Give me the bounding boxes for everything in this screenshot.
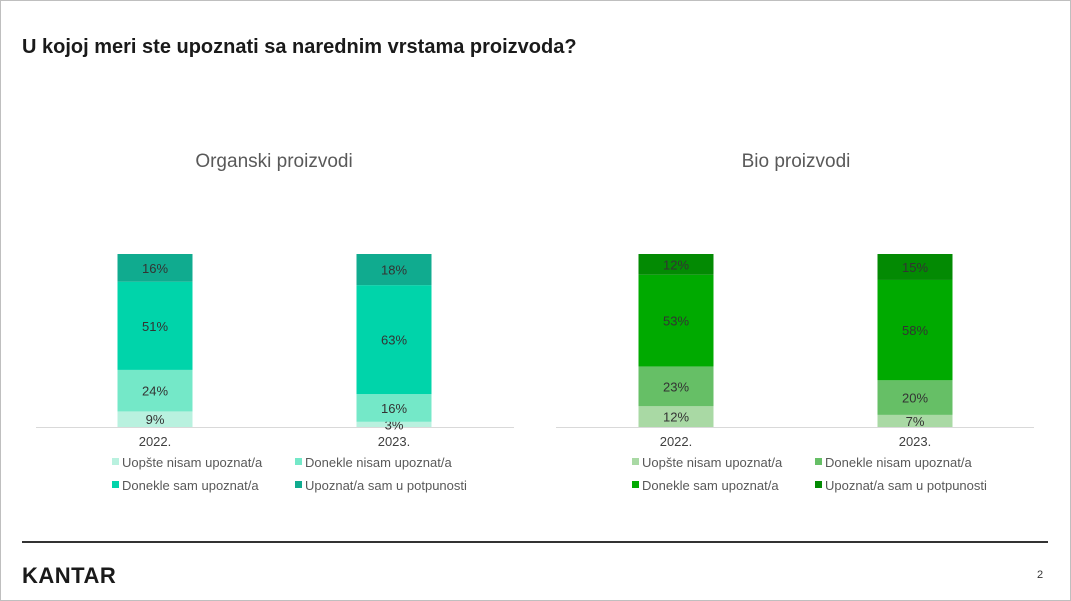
chart-1-data-label: 16% xyxy=(381,401,407,416)
chart-1-bar-1-segment-4 xyxy=(117,254,193,282)
chart-2-data-label: 53% xyxy=(663,314,689,329)
chart-2-legend-label-2: Donekle nisam upoznat/a xyxy=(825,455,972,470)
chart-2-tick-label: 2022. xyxy=(660,434,693,449)
chart-2-legend-label-1: Uopšte nisam upoznat/a xyxy=(642,455,783,470)
chart-1-data-label: 9% xyxy=(146,412,165,427)
page-title: U kojoj meri ste upoznati sa narednim vr… xyxy=(22,36,577,58)
chart-1-bar-2-segment-4 xyxy=(356,254,432,286)
chart-2-bar-1-segment-2 xyxy=(638,366,714,407)
chart-1-data-label: 18% xyxy=(381,263,407,278)
chart-1-legend-label-1: Uopšte nisam upoznat/a xyxy=(122,455,263,470)
chart-1-data-label: 24% xyxy=(142,384,168,399)
chart-1-legend-swatch-3 xyxy=(112,481,119,488)
chart-2-data-label: 12% xyxy=(663,410,689,425)
chart-2-data-label: 23% xyxy=(663,379,689,394)
chart-2-bar-1-segment-1 xyxy=(638,406,714,427)
footer-divider xyxy=(22,541,1048,543)
chart-2-bar-2-segment-1 xyxy=(877,414,953,427)
chart-2-bar-2-segment-2 xyxy=(877,380,953,415)
chart-1-tick-label: 2023. xyxy=(378,434,411,449)
chart-1-bar-2-segment-3 xyxy=(356,285,432,395)
page-number: 2 xyxy=(1037,569,1044,581)
chart-2-legend-swatch-2 xyxy=(815,458,822,465)
chart-1-bar-1-segment-3 xyxy=(117,281,193,370)
chart-1-bar-1-segment-1 xyxy=(117,411,193,427)
chart-1-legend-label-4: Upoznat/a sam u potpunosti xyxy=(305,478,467,493)
chart-2-legend-label-3: Donekle sam upoznat/a xyxy=(642,478,779,493)
chart-1-legend-swatch-1 xyxy=(112,458,119,465)
chart-2-data-label: 20% xyxy=(902,391,928,406)
chart-1-title: Organski proizvodi xyxy=(195,151,352,172)
chart-1-data-label: 16% xyxy=(142,261,168,276)
chart-2-bar-2-segment-4 xyxy=(877,254,953,280)
chart-1-bar-2-segment-1 xyxy=(356,421,432,427)
chart-1-legend-label-3: Donekle sam upoznat/a xyxy=(122,478,259,493)
chart-1-bar-1-segment-2 xyxy=(117,369,193,412)
chart-2-data-label: 7% xyxy=(906,414,925,429)
chart-1-legend-swatch-2 xyxy=(295,458,302,465)
chart-2-data-label: 58% xyxy=(902,323,928,338)
chart-1-bar-2-segment-2 xyxy=(356,394,432,422)
chart-1-legend-label-2: Donekle nisam upoznat/a xyxy=(305,455,452,470)
chart-2-title: Bio proizvodi xyxy=(742,151,851,172)
chart-2-bar-1-segment-4 xyxy=(638,254,714,275)
chart-2-legend-label-4: Upoznat/a sam u potpunosti xyxy=(825,478,987,493)
chart-2-tick-label: 2023. xyxy=(899,434,932,449)
charts-canvas: Organski proizvodi9%24%51%16%2022.3%16%6… xyxy=(36,151,1034,493)
chart-2-data-label: 15% xyxy=(902,260,928,275)
chart-1-legend-swatch-4 xyxy=(295,481,302,488)
chart-1-data-label: 51% xyxy=(142,319,168,334)
chart-2-legend-swatch-1 xyxy=(632,458,639,465)
chart-2-legend-swatch-4 xyxy=(815,481,822,488)
chart-1-tick-label: 2022. xyxy=(139,434,172,449)
kantar-logo: KANTAR xyxy=(22,563,117,588)
chart-2-bar-2-segment-3 xyxy=(877,279,953,381)
chart-2-bar-1-segment-3 xyxy=(638,274,714,367)
chart-1-data-label: 63% xyxy=(381,333,407,348)
chart-2-legend-swatch-3 xyxy=(632,481,639,488)
chart-2-data-label: 12% xyxy=(663,257,689,272)
